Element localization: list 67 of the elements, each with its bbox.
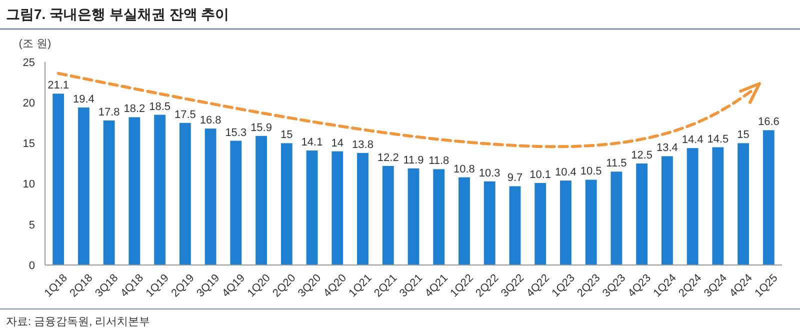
bar: [762, 130, 774, 265]
y-tick-label: 25: [22, 56, 35, 69]
bar: [686, 148, 698, 265]
data-label: 17.5: [174, 108, 196, 121]
data-label: 18.2: [124, 103, 146, 116]
bar: [256, 136, 267, 265]
data-label: 10.4: [555, 166, 576, 179]
data-label: 15.9: [250, 122, 272, 134]
bar: [408, 168, 420, 265]
bar: [433, 169, 445, 265]
bar: [712, 147, 724, 265]
data-label: 12.5: [631, 150, 653, 162]
data-label: 13.8: [352, 138, 374, 151]
bar: [280, 143, 292, 265]
data-label: 17.8: [98, 106, 120, 118]
bar: [534, 182, 546, 265]
bar: [560, 180, 572, 265]
bar: [179, 122, 191, 265]
data-label: 10.1: [530, 168, 552, 181]
data-label: 16.8: [200, 114, 222, 127]
y-tick-label: 5: [28, 219, 35, 232]
bar: [738, 143, 750, 265]
data-label: 16.6: [758, 116, 780, 128]
data-label: 10.3: [478, 167, 500, 180]
chart-title: 그림7. 국내은행 부실채권 잔액 추이: [6, 6, 230, 22]
y-axis-title: (조 원): [18, 38, 52, 50]
bar: [204, 128, 216, 265]
data-label: 11.5: [606, 158, 627, 170]
bar: [661, 156, 673, 265]
data-label: 11.8: [428, 155, 450, 168]
data-label: 10.5: [580, 166, 602, 178]
bar: [78, 107, 90, 265]
data-label: 14: [331, 137, 344, 150]
data-label: 18.5: [149, 100, 171, 113]
data-label: 21.1: [48, 80, 70, 92]
y-tick-label: 15: [22, 138, 35, 150]
data-label: 14.5: [707, 133, 729, 146]
bar: [128, 117, 140, 265]
bar: [357, 152, 368, 265]
y-tick-label: 0: [28, 260, 35, 272]
data-label: 15: [280, 129, 293, 142]
bar: [458, 177, 470, 265]
bar: [306, 150, 318, 265]
bar: [230, 140, 242, 265]
bar: [382, 166, 394, 265]
data-label: 10.8: [454, 163, 475, 176]
bar: [585, 180, 597, 265]
y-tick-label: 10: [22, 178, 35, 191]
bar: [509, 186, 521, 265]
text: 자료: 금융감독원, 리서치본부: [6, 316, 150, 328]
data-label: 11.9: [403, 154, 424, 166]
y-tick-label: 20: [22, 97, 35, 110]
bar: [610, 172, 622, 265]
bar: [484, 181, 496, 265]
bar: [636, 164, 648, 265]
bar: [103, 120, 115, 265]
data-label: 14.1: [301, 136, 323, 149]
data-label: 19.4: [72, 93, 94, 106]
bar: [332, 151, 344, 265]
data-label: 14.4: [682, 134, 704, 146]
data-label: 12.2: [377, 152, 399, 164]
bar: [52, 94, 64, 265]
data-label: 15.3: [225, 126, 247, 139]
data-label: 15: [737, 129, 750, 142]
bar: [154, 114, 166, 265]
data-label: 9.7: [507, 172, 523, 184]
data-label: 13.4: [656, 142, 678, 154]
